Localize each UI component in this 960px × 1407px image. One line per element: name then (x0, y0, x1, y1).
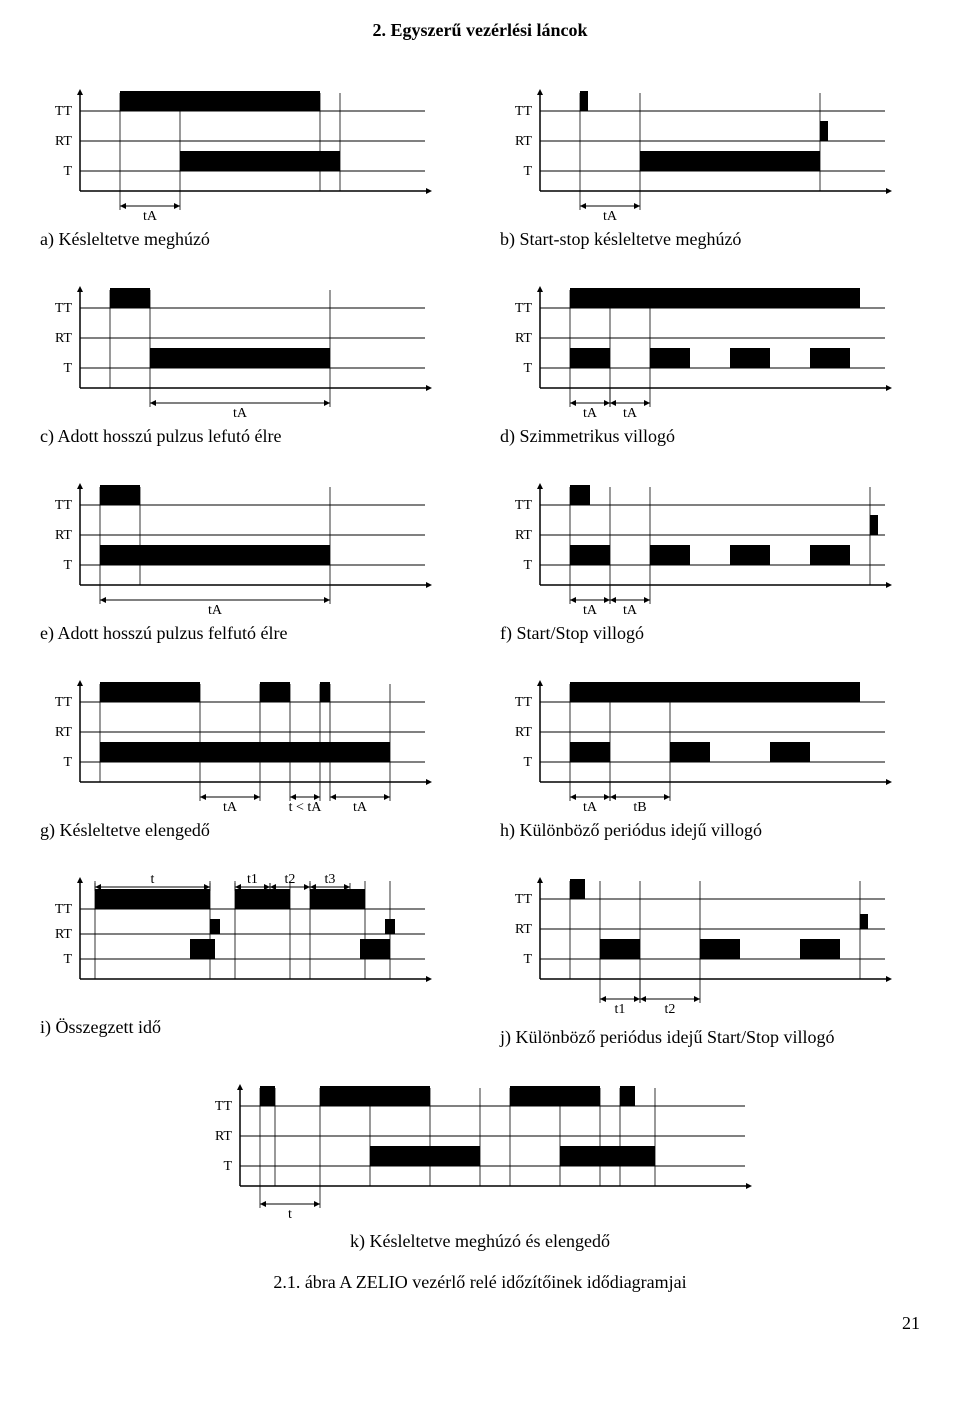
svg-text:tA: tA (583, 406, 598, 418)
svg-text:RT: RT (515, 134, 532, 149)
svg-text:RT: RT (55, 725, 72, 740)
svg-text:ttAtBtAttB: ttAtBtAttB (288, 1207, 292, 1222)
svg-text:tA: tA (353, 800, 368, 812)
svg-text:RT: RT (55, 331, 72, 346)
svg-text:t1: t1 (615, 1002, 626, 1017)
svg-text:tA: tA (223, 800, 238, 812)
page-number: 21 (40, 1313, 920, 1334)
caption-i: i) Összegzett idő (40, 1017, 460, 1038)
svg-text:T: T (63, 361, 72, 376)
svg-text:T: T (223, 1159, 232, 1174)
svg-text:RT: RT (55, 927, 72, 942)
svg-text:TT: TT (515, 892, 533, 907)
svg-text:TT: TT (55, 695, 73, 710)
timing-diagram-h: TT RT TtA tB h) Különböző periódus idejű vil… (500, 672, 920, 859)
svg-text:TT: TT (515, 498, 533, 513)
timing-diagram-j: TT RT Tt1 t2 j) Különböző periódus idejű Sta… (500, 869, 920, 1066)
svg-text:TT: TT (215, 1099, 233, 1114)
caption-f: f) Start/Stop villogó (500, 623, 920, 644)
svg-text:RT: RT (515, 725, 532, 740)
svg-text:t2: t2 (665, 1002, 676, 1017)
svg-text:T: T (63, 558, 72, 573)
timing-diagram-f: TT RT TtA tA f) Start/Stop villogó (500, 475, 920, 662)
timing-diagram-c: TT RT TtA c) Adott hosszú pulzus lefutó élr… (40, 278, 460, 465)
svg-text:T: T (63, 164, 72, 179)
caption-d: d) Szimmetrikus villogó (500, 426, 920, 447)
svg-text:tA: tA (208, 603, 223, 615)
svg-text:tA: tA (623, 406, 638, 418)
caption-k: k) Késleltetve meghúzó és elengedő (40, 1231, 920, 1252)
svg-text:t: t (151, 872, 155, 887)
caption-g: g) Késleltetve elengedő (40, 820, 460, 841)
svg-text:tA: tA (603, 209, 618, 221)
svg-text:T: T (523, 558, 532, 573)
caption-h: h) Különböző periódus idejű villogó (500, 820, 920, 841)
page-title: 2. Egyszerű vezérlési láncok (40, 20, 920, 41)
timing-diagram-g: TT RT TtA t < tA tA g) Késleltetve elengedő (40, 672, 460, 859)
svg-text:tA: tA (233, 406, 248, 418)
svg-text:tA: tA (583, 800, 598, 812)
svg-text:T: T (523, 164, 532, 179)
timing-diagram-k: TT RT TttAtBtAttB (200, 1076, 760, 1226)
svg-text:TT: TT (55, 104, 73, 119)
caption-a: a) Késleltetve meghúzó (40, 229, 460, 250)
svg-text:TT: TT (55, 498, 73, 513)
svg-text:T: T (523, 361, 532, 376)
caption-e: e) Adott hosszú pulzus felfutó élre (40, 623, 460, 644)
caption-c: c) Adott hosszú pulzus lefutó élre (40, 426, 460, 447)
svg-text:RT: RT (515, 331, 532, 346)
svg-text:RT: RT (515, 922, 532, 937)
svg-text:RT: RT (215, 1129, 232, 1144)
caption-j: j) Különböző periódus idejű Start/Stop v… (500, 1027, 920, 1048)
svg-text:RT: RT (515, 528, 532, 543)
svg-text:RT: RT (55, 134, 72, 149)
svg-text:tA: tA (623, 603, 638, 615)
timing-diagram-i: TT RT Tt t1 t2 t3 i) Összegzett idő (40, 869, 460, 1066)
timing-diagram-b: TT RT TtA b) Start-stop késleltetve meghúzó (500, 81, 920, 268)
svg-text:TT: TT (55, 902, 73, 917)
svg-text:t1: t1 (247, 872, 258, 887)
diagram-grid: TTRTTtAa) Késleltetve meghúzóTTRTTtAb) S… (40, 81, 920, 1066)
svg-text:T: T (63, 952, 72, 967)
svg-text:TT: TT (515, 104, 533, 119)
caption-b: b) Start-stop késleltetve meghúzó (500, 229, 920, 250)
svg-text:tB: tB (633, 800, 646, 812)
svg-text:RT: RT (55, 528, 72, 543)
figure-caption: 2.1. ábra A ZELIO vezérlő relé időzítőin… (40, 1272, 920, 1293)
svg-text:TT: TT (515, 695, 533, 710)
timing-diagram-d: TT RT TtA tA d) Szimmetrikus villogó (500, 278, 920, 465)
svg-text:t3: t3 (325, 872, 336, 887)
timing-diagram-e: TT RT TtA e) Adott hosszú pulzus felfutó él… (40, 475, 460, 662)
svg-text:t2: t2 (285, 872, 296, 887)
svg-text:TT: TT (515, 301, 533, 316)
svg-text:tA: tA (143, 209, 158, 221)
svg-text:T: T (523, 755, 532, 770)
svg-text:T: T (63, 755, 72, 770)
svg-text:TT: TT (55, 301, 73, 316)
svg-text:tA: tA (583, 603, 598, 615)
svg-text:t < tA: t < tA (289, 800, 323, 812)
svg-text:T: T (523, 952, 532, 967)
timing-diagram-a: TT RT TtA a) Késleltetve meghúzó (40, 81, 460, 268)
